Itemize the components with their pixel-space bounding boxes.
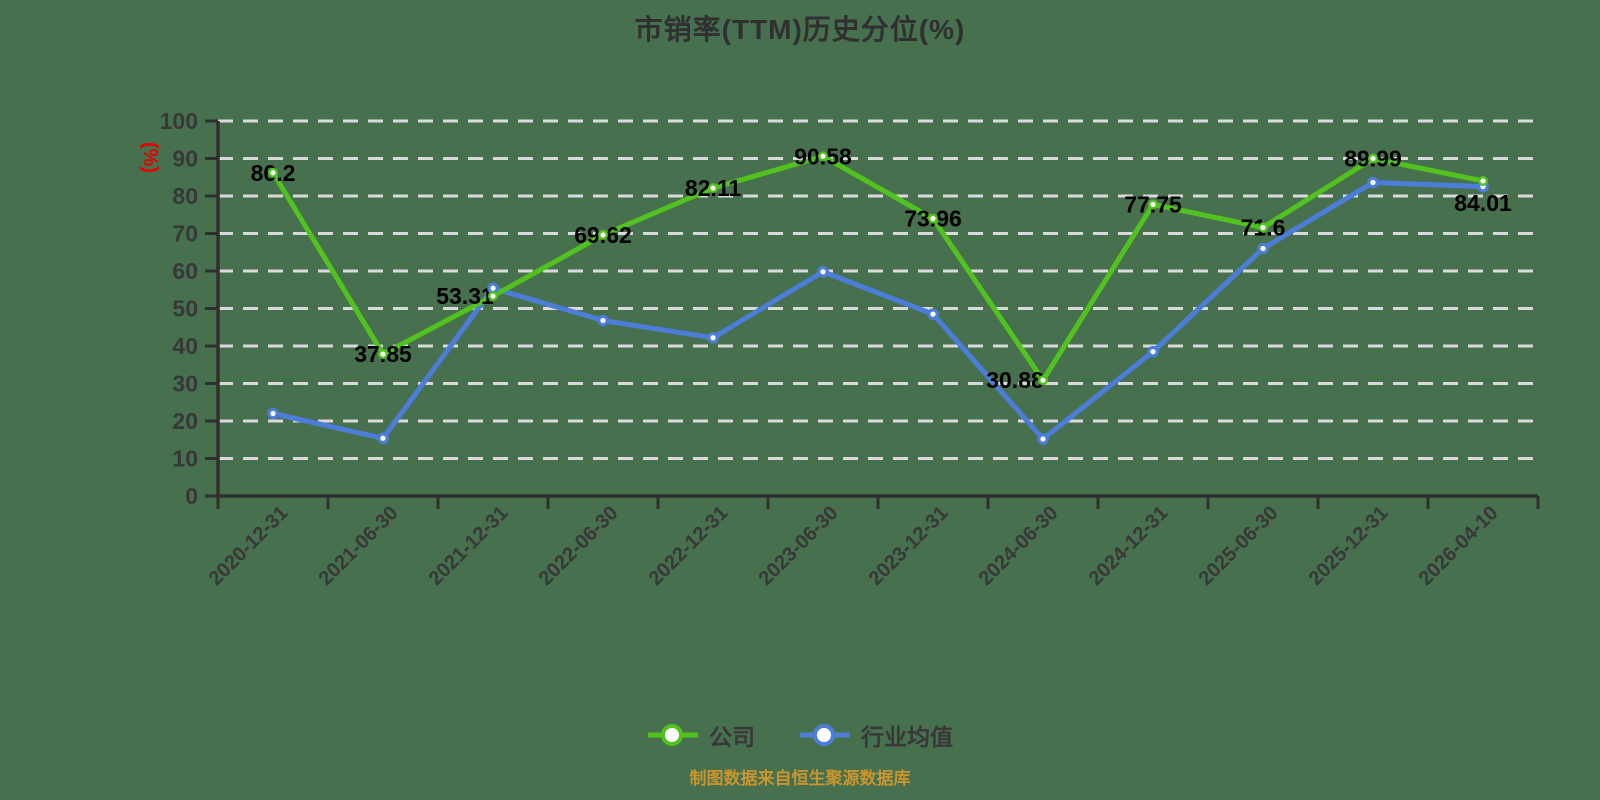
data-point-company-7[interactable] xyxy=(1037,375,1048,386)
data-point-industry-0[interactable] xyxy=(267,407,279,420)
x-axis-label: 2025-06-30 xyxy=(1195,502,1283,590)
data-point-industry-10[interactable] xyxy=(1367,176,1379,189)
data-point-company-4[interactable] xyxy=(708,183,719,194)
x-axis-label: 2021-06-30 xyxy=(315,502,403,590)
data-point-company-6[interactable] xyxy=(928,213,939,224)
legend-item-company[interactable]: 公司 xyxy=(647,718,755,752)
data-point-industry-4[interactable] xyxy=(707,331,719,344)
data-point-company-11[interactable] xyxy=(1477,175,1488,186)
industry-line-marker-icon xyxy=(800,724,850,746)
series-line-industry xyxy=(270,180,1486,442)
y-axis-tick-label: 30 xyxy=(172,371,198,397)
data-point-company-9[interactable] xyxy=(1257,222,1268,233)
data-point-company-0[interactable] xyxy=(268,167,279,178)
legend-item-industry[interactable]: 行业均值 xyxy=(799,718,953,752)
data-point-company-10[interactable] xyxy=(1367,153,1378,164)
y-axis-tick-label: 100 xyxy=(160,108,198,134)
x-axis-label: 2021-12-31 xyxy=(425,502,513,590)
data-point-industry-9[interactable] xyxy=(1257,242,1269,255)
legend-label-industry: 行业均值 xyxy=(861,724,953,750)
x-axis-label: 2024-06-30 xyxy=(975,502,1063,590)
data-label-company: 53.31 xyxy=(436,283,494,309)
data-point-company-2[interactable] xyxy=(488,291,499,302)
data-label-company: 30.88 xyxy=(986,367,1044,393)
series-line-company xyxy=(270,153,1486,383)
data-point-industry-1[interactable] xyxy=(377,432,389,445)
data-label-company: 84.01 xyxy=(1454,190,1512,216)
data-point-industry-5[interactable] xyxy=(817,265,829,278)
y-axis-tick-label: 10 xyxy=(172,446,198,472)
data-point-company-3[interactable] xyxy=(598,229,609,240)
y-axis-tick-label: 80 xyxy=(172,183,198,209)
data-point-company-5[interactable] xyxy=(818,151,829,162)
x-axis-label: 2023-12-31 xyxy=(865,502,953,590)
y-axis-tick-label: 60 xyxy=(172,258,198,284)
x-axis-label: 2020-12-31 xyxy=(205,502,293,590)
data-point-company-1[interactable] xyxy=(378,349,389,360)
company-line-marker-icon xyxy=(648,724,698,746)
legend-label-company: 公司 xyxy=(709,724,755,750)
y-axis-tick-label: 20 xyxy=(172,408,198,434)
x-axis-label: 2025-12-31 xyxy=(1305,502,1393,590)
data-point-industry-8[interactable] xyxy=(1147,345,1159,358)
x-axis-label: 2022-12-31 xyxy=(645,502,733,590)
y-axis-tick-label: 90 xyxy=(172,146,198,172)
y-axis-tick-label: 0 xyxy=(185,483,198,509)
y-axis-tick-label: 50 xyxy=(172,296,198,322)
data-source-note: 制图数据来自恒生聚源数据库 xyxy=(689,769,911,788)
data-point-company-8[interactable] xyxy=(1147,199,1158,210)
x-axis-label: 2024-12-31 xyxy=(1085,502,1173,590)
chart-title: 市销率(TTM)历史分位(%) xyxy=(634,14,966,45)
y-axis-tick-label: 40 xyxy=(172,333,198,359)
x-axis-label: 2026-04-10 xyxy=(1415,502,1503,590)
data-point-industry-6[interactable] xyxy=(927,308,939,320)
x-axis-label: 2023-06-30 xyxy=(755,502,843,590)
x-axis-label: 2022-06-30 xyxy=(535,502,623,590)
data-point-industry-7[interactable] xyxy=(1037,433,1049,445)
y-axis-tick-label: 70 xyxy=(172,221,198,247)
data-point-industry-3[interactable] xyxy=(597,314,609,327)
legend: 公司 行业均值 xyxy=(0,718,1600,752)
